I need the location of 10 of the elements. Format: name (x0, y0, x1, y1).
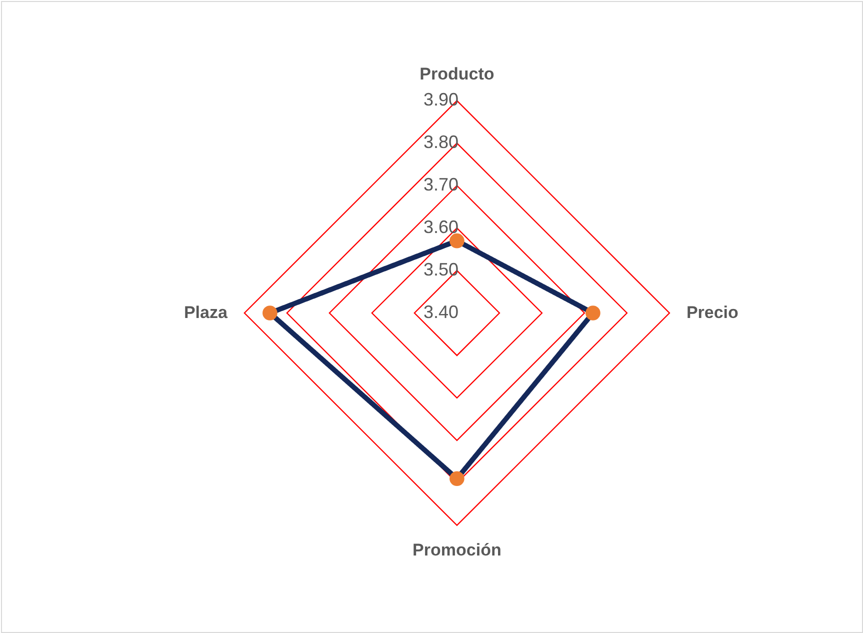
y-tick-label: 3.70 (424, 174, 459, 195)
y-tick-label: 3.50 (424, 260, 459, 280)
spoke-label: Producto (420, 64, 494, 84)
y-tick-label: 3.60 (424, 217, 459, 238)
y-tick-label: 3.40 (424, 302, 459, 322)
spoke-label: Plaza (184, 303, 228, 322)
spoke-label: Promoción (412, 540, 502, 560)
y-tick-label: 3.90 (424, 90, 459, 110)
spoke-label: Precio (686, 303, 738, 322)
y-tick-label: 3.80 (424, 132, 459, 152)
